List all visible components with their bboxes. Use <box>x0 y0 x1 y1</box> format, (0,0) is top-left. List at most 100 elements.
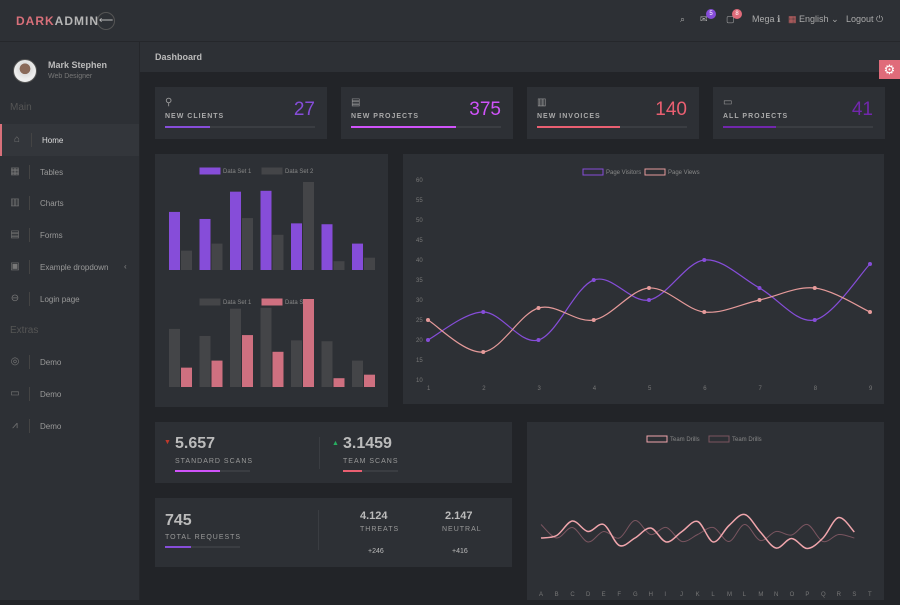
stat-progress <box>165 126 315 128</box>
login-icon: ⊖ <box>10 293 20 304</box>
scans-card: ▼ 5.657 STANDARD SCANS ▲ 3.1459 TEAM SCA… <box>155 422 512 483</box>
sidebar-item-label: Demo <box>40 390 62 399</box>
x-tick-label: Q <box>821 592 826 598</box>
x-tick-label: 3 <box>538 386 542 392</box>
x-tick-label: P <box>805 592 809 598</box>
data-point <box>647 298 651 302</box>
sidebar-item-label: Forms <box>40 231 63 240</box>
notifications-button[interactable]: ▢ 8 <box>726 9 742 25</box>
series-line <box>540 513 855 550</box>
messages-button[interactable]: ✉ 5 <box>700 9 716 25</box>
section-heading-extras: Extras <box>10 325 39 336</box>
total-requests-label: TOTAL REQUESTS <box>165 534 242 541</box>
search-icon[interactable]: ⌕ <box>680 14 686 24</box>
window-icon: ▣ <box>10 261 20 272</box>
legend-swatch <box>582 168 604 176</box>
language-label: English <box>799 14 829 24</box>
bar <box>272 234 284 270</box>
sidebar-item-example-dropdown[interactable]: ▣ Example dropdown ‹ <box>0 251 139 283</box>
sidebar-item-label: Login page <box>40 295 80 304</box>
x-tick-label: 2 <box>482 386 486 392</box>
avatar[interactable] <box>13 59 37 83</box>
x-tick-label: 4 <box>593 386 597 392</box>
bar <box>321 341 333 387</box>
requests-card: 745 TOTAL REQUESTS 4.124 THREATS +246 2.… <box>155 498 512 567</box>
x-tick-label: L <box>711 592 715 598</box>
data-point <box>426 338 430 342</box>
stat-card: ▤ NEW PROJECTS 375 <box>341 87 513 139</box>
neutral-label: NEUTRAL <box>442 526 482 533</box>
y-tick-label: 20 <box>416 338 423 344</box>
y-tick-label: 30 <box>416 298 423 304</box>
x-tick-label: R <box>837 592 842 598</box>
legend-swatch <box>646 435 668 443</box>
data-point <box>536 338 541 342</box>
sidebar-item-label: Demo <box>40 422 62 431</box>
stat-value: 140 <box>655 99 687 120</box>
x-tick-label: 8 <box>814 386 818 392</box>
bar <box>199 218 211 270</box>
stat-label: ALL PROJECTS <box>723 113 789 120</box>
x-tick-label: 7 <box>759 386 763 392</box>
y-tick-label: 10 <box>416 378 423 384</box>
stat-progress <box>537 126 687 128</box>
logout-button[interactable]: Logout ⏻ <box>846 14 883 25</box>
sidebar-item-home[interactable]: ⌂ Home <box>0 124 139 156</box>
data-point <box>868 262 872 266</box>
bar <box>230 191 241 270</box>
data-point <box>812 286 817 290</box>
sidebar-item-demo-2[interactable]: ▭ Demo <box>0 378 139 410</box>
page-title: Dashboard <box>155 52 203 62</box>
language-dropdown[interactable]: ▦ English ⌄ <box>788 14 839 25</box>
data-point <box>481 310 486 314</box>
invoice-icon: ▥ <box>537 97 547 108</box>
sidebar-item-login-page[interactable]: ⊖ Login page <box>0 283 139 315</box>
x-tick-label: 6 <box>703 386 707 392</box>
sidebar-toggle-button[interactable]: ⟵ <box>97 12 115 30</box>
legend-label: Team Drills <box>732 437 762 443</box>
x-tick-label: F <box>617 592 621 598</box>
threats-value: 4.124 <box>360 510 388 522</box>
bar <box>333 261 345 270</box>
sidebar-item-forms[interactable]: ▤ Forms <box>0 219 139 251</box>
threats-label: THREATS <box>360 526 400 533</box>
x-tick-label: 1 <box>427 386 431 392</box>
data-point <box>757 298 762 302</box>
legend-swatch <box>644 168 666 176</box>
legend-label: Data Set 1 <box>223 300 252 306</box>
x-tick-label: 5 <box>648 386 652 392</box>
page-visitors-chart-panel: Page Visitors Page Views 10 15 20 25 30 35 40 45 5… <box>403 154 884 404</box>
x-tick-label: B <box>555 592 559 598</box>
stat-card: ▭ ALL PROJECTS 41 <box>713 87 885 139</box>
sidebar-item-demo-1[interactable]: ◎ Demo <box>0 346 139 378</box>
bar <box>211 360 223 387</box>
sidebar-item-charts[interactable]: ▥ Charts <box>0 187 139 219</box>
bar <box>364 374 375 387</box>
series-line <box>540 520 855 543</box>
data-point <box>812 318 817 322</box>
notes-icon: ▢ <box>726 14 735 24</box>
x-tick-label: I <box>664 592 666 598</box>
sidebar-item-demo-3[interactable]: ⩘ Demo <box>0 410 139 442</box>
legend-swatch <box>261 298 283 306</box>
bar <box>321 224 333 270</box>
line-chart-icon: ⩘ <box>12 420 18 431</box>
bar <box>291 340 302 387</box>
y-tick-label: 60 <box>416 178 423 184</box>
bar <box>181 250 192 270</box>
brand-logo[interactable]: DARKADMIN <box>16 14 99 28</box>
y-tick-label: 50 <box>416 218 423 224</box>
mega-menu[interactable]: Mega ℹ <box>752 14 780 25</box>
x-tick-label: L <box>743 592 747 598</box>
settings-gear-button[interactable]: ⚙ <box>879 60 900 79</box>
info-icon: ℹ <box>777 14 781 24</box>
chat-icon: ▭ <box>723 97 733 108</box>
x-tick-label: K <box>696 592 700 598</box>
legend-label: Data Set 1 <box>223 169 252 175</box>
y-tick-label: 25 <box>416 318 423 324</box>
sidebar-item-tables[interactable]: ▦ Tables <box>0 156 139 188</box>
bar <box>181 367 192 387</box>
bar-chart-1: Data Set 1 Data Set 2 <box>169 167 375 270</box>
x-tick-label: 9 <box>869 386 873 392</box>
bar-chart-2: Data Set 1 Data Set 2 <box>169 298 375 387</box>
